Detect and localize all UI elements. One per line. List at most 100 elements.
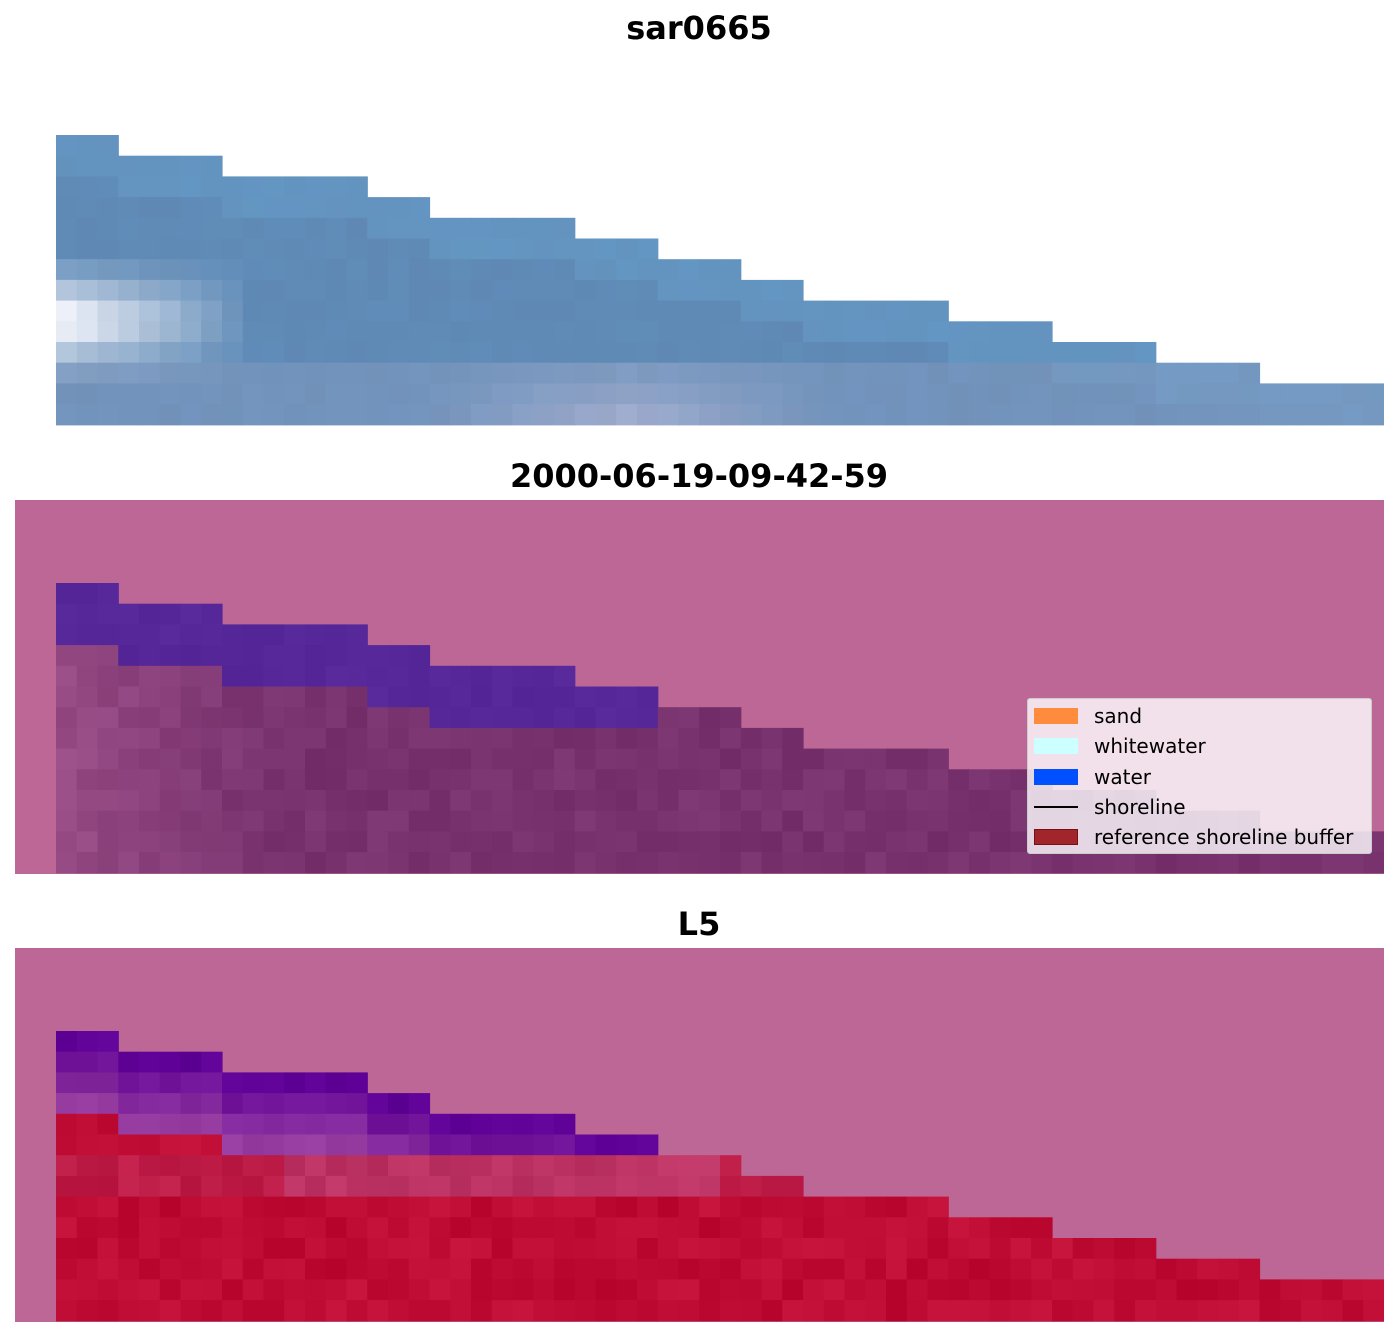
pixel [1301, 852, 1323, 874]
pixel [1135, 342, 1157, 364]
pixel [159, 810, 182, 832]
pixel [1218, 362, 1240, 384]
panel-title-l5: L5 [677, 905, 721, 943]
pixel [616, 362, 638, 384]
pixel [305, 404, 327, 426]
pixel [637, 790, 659, 812]
pixel [97, 748, 119, 770]
pixel [699, 831, 721, 853]
pixel [720, 342, 742, 364]
pixel [1072, 1238, 1095, 1260]
pixel [97, 1093, 119, 1115]
pixel [969, 404, 991, 426]
pixel [1052, 1300, 1074, 1322]
pixel [222, 769, 244, 791]
pixel [782, 1279, 804, 1301]
pixel [595, 831, 617, 853]
pixel [180, 1155, 202, 1177]
pixel [325, 665, 348, 688]
pixel [657, 852, 680, 874]
pixel [325, 1196, 348, 1218]
pixel [201, 1093, 223, 1115]
pixel [844, 769, 866, 791]
pixel [927, 383, 949, 405]
pixel [533, 362, 555, 384]
pixel [346, 321, 368, 343]
pixel [429, 217, 451, 240]
pixel [325, 1258, 348, 1280]
pixel [927, 1217, 949, 1239]
pixel [56, 1238, 78, 1260]
pixel [408, 810, 431, 832]
pixel [263, 1258, 285, 1280]
pixel [429, 769, 451, 791]
pixel [118, 279, 140, 302]
pixel [408, 1134, 431, 1156]
pixel [1031, 852, 1053, 874]
pixel [159, 1093, 182, 1115]
pixel [1259, 1300, 1281, 1322]
pixel [346, 769, 368, 791]
pixel [803, 1238, 825, 1260]
pixel [367, 852, 389, 874]
pixel [989, 1217, 1012, 1239]
pixel [450, 727, 472, 750]
pixel [346, 1155, 368, 1177]
pixel [118, 748, 140, 770]
pixel [159, 383, 182, 405]
pixel [180, 362, 202, 384]
pixel [242, 238, 265, 260]
pixel [1010, 404, 1032, 426]
pixel [865, 1196, 887, 1218]
legend-item-buffer: reference shoreline buffer [1034, 825, 1353, 849]
pixel [97, 727, 119, 750]
pixel [76, 727, 99, 750]
pixel [346, 686, 368, 708]
pixel [803, 1217, 825, 1239]
pixel [159, 176, 182, 198]
pixel [139, 769, 161, 791]
pixel [699, 769, 721, 791]
pixel [865, 810, 887, 832]
pixel [97, 665, 119, 688]
pixel [512, 810, 534, 832]
pixel [346, 727, 368, 750]
pixel [1114, 362, 1136, 384]
pixel [948, 383, 970, 405]
pixel [56, 155, 78, 177]
pixel [284, 197, 306, 219]
pixel [388, 686, 410, 708]
pixel [989, 1238, 1012, 1260]
pixel [761, 727, 783, 750]
pixel [388, 1155, 410, 1177]
pixel [97, 1196, 119, 1218]
pixel [180, 624, 202, 646]
pixel [201, 810, 223, 832]
pixel [56, 645, 78, 667]
pixel [201, 1175, 223, 1198]
pixel [657, 1175, 680, 1198]
pixel [97, 404, 119, 426]
pixel [761, 1175, 783, 1198]
pixel [139, 831, 161, 853]
pixel [284, 1155, 306, 1177]
pixel [554, 686, 576, 708]
pixel [1238, 404, 1261, 426]
pixel [263, 1134, 285, 1156]
pixel [782, 404, 804, 426]
pixel [429, 1175, 451, 1198]
pixel [388, 1238, 410, 1260]
pixel [1031, 1300, 1053, 1322]
sar-image [56, 135, 1384, 426]
pixel [512, 279, 534, 302]
pixel [180, 1051, 202, 1073]
pixel [242, 790, 265, 812]
pixel [408, 321, 431, 343]
pixel [76, 707, 99, 729]
pixel [429, 831, 451, 853]
pixel [616, 790, 638, 812]
buffer-swatch-icon [1034, 829, 1078, 845]
pixel [159, 1155, 182, 1177]
pixel [1093, 1258, 1115, 1280]
pixel [388, 259, 410, 281]
